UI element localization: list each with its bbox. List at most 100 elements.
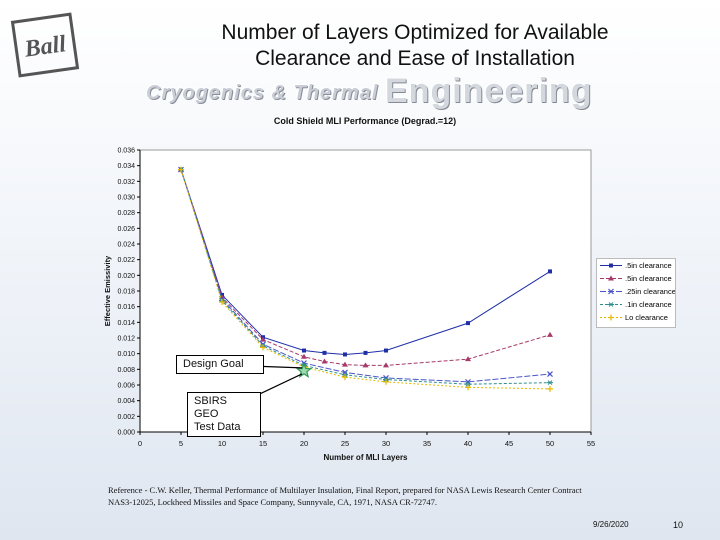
series-1-point <box>466 321 470 326</box>
slide-date: 9/26/2020 <box>593 520 629 529</box>
ball-logo: Ball <box>10 12 80 78</box>
series-1-point <box>548 269 552 274</box>
reference-line-1: Reference - C.W. Keller, Thermal Perform… <box>108 485 582 495</box>
series-3-point <box>342 369 348 376</box>
x-tick-label: 25 <box>341 439 349 448</box>
legend-marker <box>609 263 613 268</box>
legend-entry: .5in clearance <box>597 272 675 285</box>
y-tick-label: 0.000 <box>117 430 135 437</box>
x-tick-label: 15 <box>259 439 267 448</box>
legend-label: .5in clearance <box>625 261 672 270</box>
slide-title: Number of Layers Optimized for Available… <box>140 20 690 72</box>
legend-swatch <box>600 275 622 281</box>
x-tick-label: 10 <box>218 439 226 448</box>
y-tick-label: 0.018 <box>117 289 135 296</box>
reference-line-2: NAS3-12025, Lockheed Missiles and Space … <box>108 497 438 507</box>
series-1-point <box>384 348 388 353</box>
legend-entry: .25in clearance <box>597 285 675 298</box>
logo-text: Ball <box>22 31 68 63</box>
series-1-point <box>363 350 368 355</box>
x-tick-label: 50 <box>546 439 554 448</box>
chart-title: Cold Shield MLI Performance (Degrad.=12) <box>273 116 457 126</box>
reference-note: Reference - C.W. Keller, Thermal Perform… <box>108 484 668 508</box>
banner-big-text: Engineering <box>385 72 593 110</box>
legend-label: .5in clearance <box>625 274 672 283</box>
x-tick-label: 20 <box>300 439 308 448</box>
series-2-point <box>321 358 328 364</box>
series-4-point <box>547 380 553 386</box>
series-2-point <box>301 353 307 359</box>
legend-marker <box>608 288 614 295</box>
legend-label: Lo clearance <box>625 313 668 322</box>
banner: Cryogenics & Thermal Engineering <box>140 72 640 116</box>
legend-label: .1in clearance <box>625 300 672 309</box>
sbirs-test-point-star <box>295 362 313 378</box>
series-4-point <box>465 381 471 387</box>
sbirs-label-line-2: Test Data <box>194 421 241 433</box>
y-tick-label: 0.036 <box>117 148 135 155</box>
y-axis-label: Effective Emissivity <box>103 255 112 326</box>
x-tick-label: 40 <box>464 439 472 448</box>
series-2-point <box>260 336 266 342</box>
series-3-point <box>465 378 471 385</box>
series-1-point <box>343 352 347 357</box>
y-tick-label: 0.016 <box>117 304 135 311</box>
sbirs-callout: SBIRS GEO Test Data <box>187 392 261 437</box>
x-tick-label: 35 <box>423 439 431 448</box>
legend-swatch <box>600 302 622 307</box>
series-1-point <box>302 348 306 353</box>
series-5-point <box>383 378 389 385</box>
page-number: 10 <box>673 520 684 530</box>
legend-entry: Lo clearance <box>597 311 675 324</box>
x-tick-label: 0 <box>138 439 142 448</box>
legend-swatch <box>600 263 622 268</box>
x-tick-label: 5 <box>179 439 183 448</box>
series-5-point <box>547 385 553 392</box>
series-3-point <box>547 371 553 377</box>
y-tick-label: 0.032 <box>117 179 135 186</box>
banner-small-text: Cryogenics & Thermal <box>146 82 379 104</box>
series-5-point <box>465 384 471 391</box>
series-line-5 <box>180 169 551 390</box>
y-tick-label: 0.020 <box>117 273 135 280</box>
legend-label: .25in clearance <box>625 287 675 296</box>
sbirs-label-line-1: SBIRS GEO <box>194 395 228 420</box>
x-tick-label: 30 <box>382 439 390 448</box>
design-goal-callout: Design Goal <box>176 355 264 374</box>
legend-marker <box>608 275 614 281</box>
y-tick-label: 0.014 <box>117 320 135 327</box>
y-tick-label: 0.012 <box>117 336 135 343</box>
legend-marker <box>608 314 614 321</box>
plot-area <box>139 149 592 433</box>
x-tick-label: 45 <box>505 439 513 448</box>
series-2-point <box>362 362 369 368</box>
y-tick-label: 0.024 <box>117 242 135 249</box>
x-axis-label: Number of MLI Layers <box>323 453 408 462</box>
series-2-point <box>547 331 553 337</box>
y-tick-label: 0.002 <box>117 414 135 421</box>
y-tick-label: 0.030 <box>117 195 135 202</box>
title-line-1: Number of Layers Optimized for Available <box>221 21 609 44</box>
chart-legend: .5in clearance .5in clearance .25in cleara… <box>596 258 676 328</box>
series-5-point <box>342 374 348 381</box>
legend-entry: .1in clearance <box>597 298 675 311</box>
y-tick-label: 0.026 <box>117 226 135 233</box>
series-2-point <box>342 361 348 367</box>
y-tick-label: 0.010 <box>117 351 135 358</box>
y-tick-label: 0.008 <box>117 367 135 374</box>
series-line-3 <box>180 169 551 383</box>
series-line-2 <box>180 169 551 366</box>
title-line-2: Clearance and Ease of Installation <box>255 47 575 70</box>
x-tick-label: 55 <box>587 439 595 448</box>
y-tick-label: 0.034 <box>117 163 135 170</box>
design-goal-label: Design Goal <box>183 358 244 370</box>
legend-entry: .5in clearance <box>597 259 675 272</box>
series-1-point <box>322 350 327 355</box>
series-5-point <box>219 298 225 305</box>
series-line-4 <box>180 169 551 385</box>
series-line-1 <box>180 169 551 355</box>
y-tick-label: 0.004 <box>117 398 135 405</box>
legend-swatch <box>600 314 622 321</box>
series-2-point <box>465 356 471 362</box>
